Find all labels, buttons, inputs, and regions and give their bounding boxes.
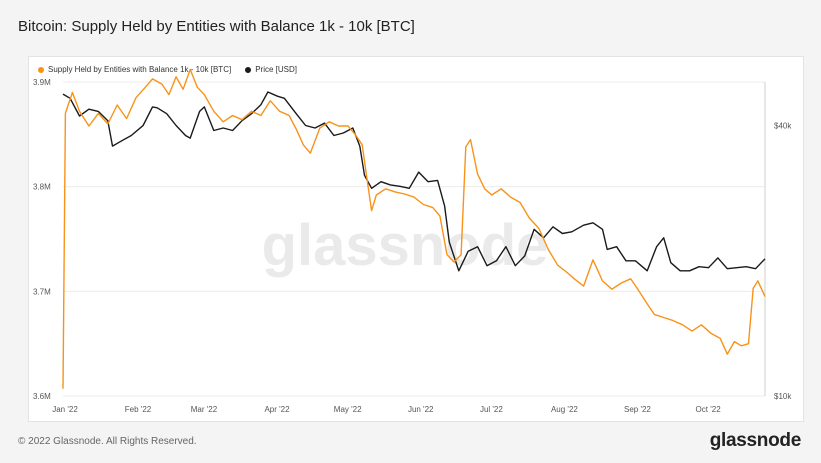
x-tick-3: Apr '22 [264,405,290,414]
chart-panel [28,56,804,422]
y-left-tick-0: 3.9M [33,78,51,87]
y-left-tick-2: 3.7M [33,287,51,296]
series-line-price [62,91,766,272]
legend-label-supply: Supply Held by Entities with Balance 1k … [48,65,232,74]
x-tick-1: Feb '22 [125,405,152,414]
legend-label-price: Price [USD] [255,65,297,74]
y-right-tick-0: $40k [774,122,792,131]
legend-item-price[interactable]: Price [USD] [245,65,297,74]
x-tick-9: Oct '22 [696,405,722,414]
y-right-tick-1: $10k [774,392,792,401]
legend: Supply Held by Entities with Balance 1k … [38,65,297,74]
legend-dot-price [245,66,252,73]
x-tick-6: Jul '22 [480,405,503,414]
series-line-supply [62,68,766,389]
y-left-tick-3: 3.6M [33,392,51,401]
x-tick-0: Jan '22 [52,405,78,414]
y-axis-right: $40k $10k [774,122,792,401]
watermark-text: glassnode [262,213,549,278]
x-tick-2: Mar '22 [191,405,218,414]
gridlines [63,81,766,397]
page-title: Bitcoin: Supply Held by Entities with Ba… [18,18,415,35]
y-left-tick-1: 3.8M [33,183,51,192]
x-tick-7: Aug '22 [551,405,578,414]
x-tick-5: Jun '22 [408,405,434,414]
x-tick-4: May '22 [334,405,362,414]
x-axis: Jan '22 Feb '22 Mar '22 Apr '22 May '22 Jun '… [52,405,721,414]
series-group [62,68,766,389]
copyright-text: © 2022 Glassnode. All Rights Reserved. [18,436,197,447]
legend-item-supply[interactable]: Supply Held by Entities with Balance 1k … [38,65,231,74]
x-tick-8: Sep '22 [624,405,651,414]
legend-dot-supply [38,66,44,73]
glassnode-logo: glassnode [709,430,802,451]
y-axis-left: 3.9M 3.8M 3.7M 3.6M [33,78,51,401]
